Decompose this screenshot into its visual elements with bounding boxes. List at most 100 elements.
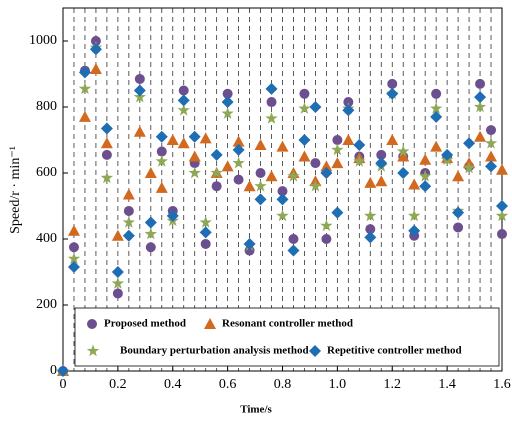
data-point xyxy=(288,234,299,244)
data-point xyxy=(145,242,156,253)
data-point xyxy=(232,135,245,147)
data-point xyxy=(254,193,267,206)
data-point xyxy=(232,143,245,156)
data-point xyxy=(155,130,168,143)
y-tick-label: 600 xyxy=(36,165,57,180)
data-point xyxy=(287,244,300,257)
data-point xyxy=(233,174,244,185)
data-point xyxy=(375,175,388,187)
data-point xyxy=(122,229,135,242)
data-point xyxy=(364,209,377,222)
data-point xyxy=(188,166,201,179)
data-point xyxy=(144,227,157,240)
data-point xyxy=(177,94,190,107)
data-point xyxy=(331,143,344,156)
data-point xyxy=(419,180,432,193)
data-point xyxy=(484,136,498,149)
legend-label: Boundary perturbation analysis method xyxy=(120,345,309,357)
data-point xyxy=(200,238,211,249)
data-point xyxy=(462,161,476,174)
data-point xyxy=(101,149,112,160)
x-tick-label: 1.6 xyxy=(493,377,511,392)
data-point xyxy=(133,125,146,137)
data-point xyxy=(475,78,486,89)
data-point xyxy=(397,145,410,157)
y-tick-label: 1000 xyxy=(29,33,57,48)
legend-marker xyxy=(86,344,100,357)
data-point xyxy=(221,160,234,172)
data-point xyxy=(144,167,157,178)
data-point xyxy=(78,82,92,95)
data-point xyxy=(364,231,377,244)
data-point xyxy=(332,135,343,145)
data-point xyxy=(199,226,212,239)
data-point xyxy=(298,134,311,146)
data-point xyxy=(309,179,322,192)
data-point xyxy=(243,237,256,250)
data-point xyxy=(408,224,421,237)
data-point xyxy=(78,110,91,122)
data-point xyxy=(255,168,266,178)
data-point xyxy=(496,200,508,212)
data-point xyxy=(486,125,497,136)
data-point xyxy=(68,242,79,253)
data-point xyxy=(277,186,288,197)
data-point xyxy=(265,112,278,124)
data-point xyxy=(320,219,333,232)
data-point xyxy=(188,150,201,162)
data-point xyxy=(67,224,80,236)
y-tick-label: 400 xyxy=(36,231,57,246)
data-point xyxy=(321,234,332,244)
data-point xyxy=(134,73,145,84)
y-tick-label: 0 xyxy=(50,363,57,378)
data-point xyxy=(211,181,222,192)
legend-label: Repetitive controller method xyxy=(327,345,462,357)
data-point xyxy=(485,160,498,173)
data-point xyxy=(331,157,344,169)
data-point xyxy=(364,176,377,188)
data-point xyxy=(144,216,157,229)
data-point xyxy=(210,148,223,161)
data-point xyxy=(100,171,114,184)
x-tick-label: 0.4 xyxy=(164,377,182,392)
data-point xyxy=(453,222,464,233)
y-tick-label: 200 xyxy=(36,297,57,312)
data-point xyxy=(365,224,376,235)
data-point xyxy=(89,63,102,75)
x-tick-label: 0.8 xyxy=(274,377,292,392)
legend-marker xyxy=(87,319,97,329)
data-point xyxy=(222,88,233,99)
data-point xyxy=(495,209,509,222)
data-point xyxy=(299,88,310,99)
data-point xyxy=(178,85,189,96)
data-point xyxy=(474,91,487,104)
data-point xyxy=(430,110,443,123)
data-point xyxy=(343,97,354,108)
data-point xyxy=(353,154,366,167)
data-point xyxy=(111,266,124,278)
legend-marker xyxy=(204,318,216,329)
x-axis-label: Time/s xyxy=(240,404,272,416)
data-point xyxy=(276,140,289,152)
data-point xyxy=(221,107,234,119)
data-point xyxy=(89,43,102,56)
data-point xyxy=(441,148,454,161)
data-point xyxy=(485,150,498,162)
x-tick-label: 0 xyxy=(60,377,67,392)
data-point xyxy=(419,153,432,165)
data-point xyxy=(386,87,399,100)
data-point xyxy=(133,84,146,97)
data-point xyxy=(133,90,146,103)
data-point xyxy=(266,97,277,108)
data-point xyxy=(309,101,322,113)
data-point xyxy=(474,130,487,142)
data-point xyxy=(123,205,134,216)
data-point xyxy=(298,102,311,114)
data-point xyxy=(331,206,344,219)
data-point xyxy=(397,167,410,179)
data-point xyxy=(276,209,289,222)
x-tick-label: 1.2 xyxy=(384,377,402,392)
data-point xyxy=(298,150,311,162)
x-tick-label: 1.4 xyxy=(438,377,456,392)
